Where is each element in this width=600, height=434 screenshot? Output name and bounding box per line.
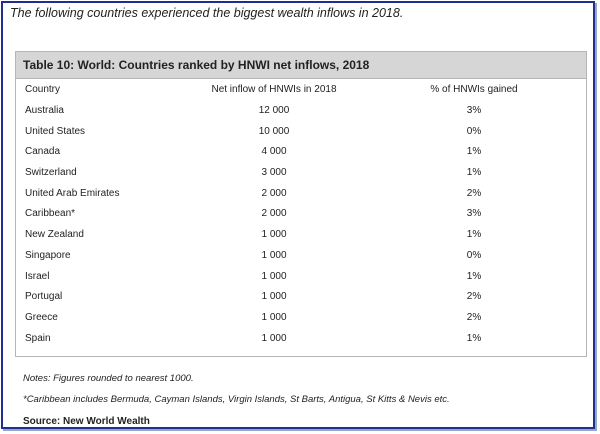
table-row: Singapore 1 000 0% <box>16 246 586 267</box>
cell-percent-gained: 1% <box>466 270 482 282</box>
table-row: Australia 12 000 3% <box>16 101 586 122</box>
table-row: New Zealand 1 000 1% <box>16 225 586 246</box>
cell-country: Spain <box>25 332 51 344</box>
content-frame: The following countries experienced the … <box>1 1 595 429</box>
cell-country: Switzerland <box>25 167 77 179</box>
cell-country: Singapore <box>25 249 71 261</box>
table-body: Country Net inflow of HNWIs in 2018 % of… <box>16 79 586 349</box>
table-row: United States 10 000 0% <box>16 122 586 143</box>
source-text: Source: New World Wealth <box>23 416 150 427</box>
cell-country: United Arab Emirates <box>25 187 120 199</box>
table-row: Greece 1 000 2% <box>16 308 586 329</box>
cell-net-inflow: 10 000 <box>258 125 290 137</box>
table-row: Canada 4 000 1% <box>16 142 586 163</box>
cell-net-inflow: 1 000 <box>261 332 287 344</box>
cell-net-inflow: 1 000 <box>261 229 287 241</box>
cell-percent-gained: 2% <box>466 311 482 323</box>
column-header-country: Country <box>25 84 61 95</box>
ranking-table: Table 10: World: Countries ranked by HNW… <box>15 51 587 357</box>
footnote-text: *Caribbean includes Bermuda, Cayman Isla… <box>23 394 450 405</box>
cell-percent-gained: 2% <box>466 291 482 303</box>
cell-percent-gained: 2% <box>466 187 482 199</box>
cell-net-inflow: 3 000 <box>261 167 287 179</box>
cell-country: Australia <box>25 105 64 116</box>
table-row: Portugal 1 000 2% <box>16 287 586 308</box>
table-row: Spain 1 000 1% <box>16 329 586 350</box>
cell-net-inflow: 1 000 <box>261 270 287 282</box>
intro-text: The following countries experienced the … <box>10 6 404 20</box>
table-header-row: Country Net inflow of HNWIs in 2018 % of… <box>16 79 586 101</box>
cell-percent-gained: 0% <box>466 249 482 261</box>
column-header-net-inflow: Net inflow of HNWIs in 2018 <box>211 84 337 95</box>
cell-country: United States <box>25 125 86 137</box>
cell-net-inflow: 1 000 <box>261 249 287 261</box>
notes-text: Notes: Figures rounded to nearest 1000. <box>23 373 194 384</box>
cell-percent-gained: 1% <box>466 332 482 344</box>
cell-country: Israel <box>25 270 50 282</box>
cell-net-inflow: 2 000 <box>261 187 287 199</box>
table-row: United Arab Emirates 2 000 2% <box>16 184 586 205</box>
cell-percent-gained: 3% <box>466 208 482 220</box>
cell-percent-gained: 3% <box>466 105 482 116</box>
table-row: Israel 1 000 1% <box>16 267 586 288</box>
cell-net-inflow: 12 000 <box>258 105 290 116</box>
cell-net-inflow: 1 000 <box>261 291 287 303</box>
table-row: Caribbean* 2 000 3% <box>16 204 586 225</box>
cell-country: Portugal <box>25 291 63 303</box>
cell-percent-gained: 0% <box>466 125 482 137</box>
table-title: Table 10: World: Countries ranked by HNW… <box>16 52 586 79</box>
cell-percent-gained: 1% <box>466 167 482 179</box>
cell-country: New Zealand <box>25 229 84 241</box>
cell-percent-gained: 1% <box>466 229 482 241</box>
cell-net-inflow: 4 000 <box>261 146 287 158</box>
column-header-percent-gained: % of HNWIs gained <box>430 84 518 95</box>
cell-percent-gained: 1% <box>466 146 482 158</box>
cell-net-inflow: 1 000 <box>261 311 287 323</box>
cell-net-inflow: 2 000 <box>261 208 287 220</box>
cell-country: Canada <box>25 146 61 158</box>
cell-country: Greece <box>25 311 58 323</box>
cell-country: Caribbean* <box>25 208 76 220</box>
table-row: Switzerland 3 000 1% <box>16 163 586 184</box>
